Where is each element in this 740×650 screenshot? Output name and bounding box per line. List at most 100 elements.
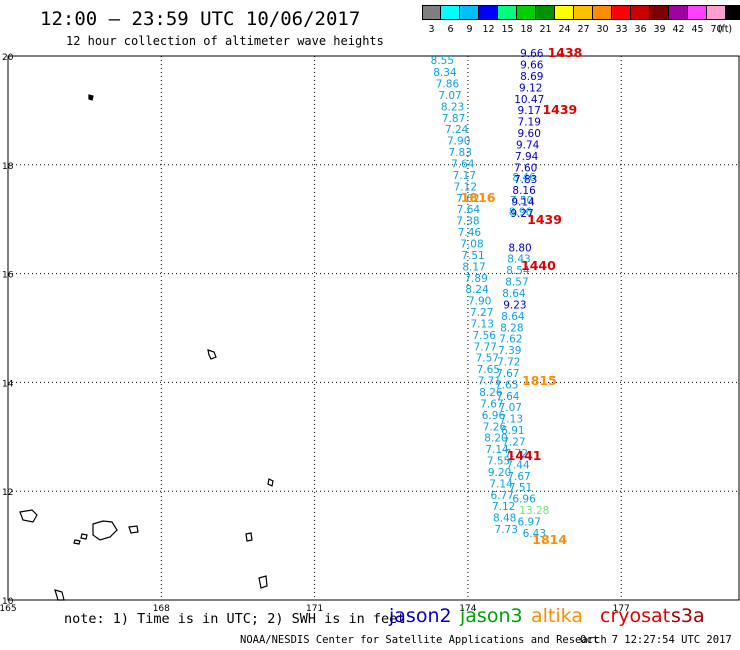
wave-height-value: 8.28 (500, 322, 523, 334)
wave-height-value: 7.13 (471, 318, 494, 330)
wave-height-value: 8.48 (493, 513, 516, 525)
pass-time-label: 1440 (521, 258, 556, 273)
wave-height-value: 8.34 (433, 67, 457, 79)
wave-height-value: 7.62 (456, 193, 479, 205)
wave-height-value: 8.64 (501, 311, 525, 323)
wave-height-value: 9.14 (511, 197, 535, 209)
wave-height-value: 9.17 (518, 105, 541, 117)
scale-swatch (707, 5, 726, 20)
wave-height-value: 7.86 (436, 79, 460, 91)
scale-label: 9 (466, 24, 473, 35)
satellite-legend-jason2: jason2 (389, 605, 452, 627)
wave-height-value: 7.60 (514, 162, 537, 174)
bottom-note: note: 1) Time is in UTC; 2) SWH is in fe… (64, 611, 406, 627)
wave-height-value: 6.97 (518, 516, 541, 528)
wave-height-value: 13.28 (519, 505, 549, 517)
wave-height-value: 6.77 (490, 490, 513, 502)
wave-height-value: 7.73 (495, 524, 518, 536)
scale-label: 12 (482, 24, 495, 35)
wave-height-value: 7.94 (515, 151, 539, 163)
pass-time-label: 1439 (542, 102, 577, 117)
wave-height-value: 7.77 (474, 341, 497, 353)
wave-height-value: 7.67 (496, 368, 519, 380)
wave-height-value: 7.67 (480, 398, 503, 410)
wave-height-value: 7.65 (477, 364, 500, 376)
wave-height-value: 8.57 (505, 277, 528, 289)
wave-height-value: 7.24 (445, 124, 469, 136)
wave-height-value: 8.43 (507, 254, 530, 266)
credit-line: NOAA/NESDIS Center for Satellite Applica… (240, 634, 607, 646)
wave-height-value: 7.39 (498, 345, 521, 357)
scale-label: 24 (558, 24, 571, 35)
scale-swatch (555, 5, 574, 20)
wave-height-value: 8.80 (508, 242, 531, 254)
island-outline (88, 94, 94, 101)
y-tick-label: 12 (2, 488, 13, 498)
scale-swatch (498, 5, 517, 20)
island-outline (207, 349, 217, 360)
island-outline (258, 575, 268, 589)
island-outline (128, 525, 139, 534)
island-outline (245, 532, 253, 542)
data-points: 8.558.347.867.078.237.877.247.907.837.64… (431, 45, 583, 547)
satellite-legend-altika: altika (531, 605, 583, 627)
island-outline (92, 520, 118, 541)
wave-height-value: 9.20 (488, 467, 511, 479)
x-tick-label: 174 (459, 604, 476, 614)
wave-height-value: 7.83 (514, 174, 537, 186)
scale-label: 6 (447, 24, 454, 35)
scale-unit: (ft) (717, 24, 733, 35)
wave-height-value: 8.55 (431, 55, 454, 67)
wave-height-value: 7.55 (487, 456, 510, 468)
wave-height-value: 7.46 (458, 227, 482, 239)
x-tick-label: 171 (306, 604, 323, 614)
wave-height-value: 7.38 (456, 216, 479, 228)
coastline (19, 94, 274, 601)
scale-label: 39 (653, 24, 666, 35)
scale-swatch (574, 5, 593, 20)
scale-swatch (517, 5, 536, 20)
scale-label: 42 (672, 24, 685, 35)
wave-height-value: 7.13 (500, 414, 523, 426)
island-outline (54, 589, 65, 601)
wave-height-value: 7.90 (468, 296, 491, 308)
wave-height-value: 6.91 (501, 425, 524, 437)
scale-label: 30 (596, 24, 609, 35)
axis-tick-labels: 165 168 171 174 177 10 12 14 16 18 20 (0, 53, 630, 614)
wave-height-value: 7.64 (496, 391, 520, 403)
wave-height-value: 7.27 (470, 307, 493, 319)
wave-height-value: 8.20 (484, 433, 507, 445)
wave-height-value: 7.64 (451, 159, 475, 171)
wave-height-value: 7.56 (473, 330, 497, 342)
y-tick-label: 18 (2, 162, 14, 172)
wave-height-value: 8.46 (512, 172, 536, 184)
wave-height-value: 9.23 (503, 299, 526, 311)
wave-height-value: 9.66 (520, 48, 544, 60)
scale-label: 70 (710, 24, 723, 35)
island-outline (73, 539, 81, 545)
scale-swatch (460, 5, 479, 20)
wave-height-value: 7.07 (499, 402, 522, 414)
scale-label: 3 (428, 24, 435, 35)
wave-height-value: 7.57 (476, 353, 499, 365)
wave-height-value: 7.72 (505, 448, 528, 460)
y-tick-label: 14 (2, 379, 14, 389)
wave-height-value: 7.44 (506, 459, 530, 471)
wave-height-value: 6.43 (523, 528, 546, 540)
wave-height-value: 9.60 (518, 128, 541, 140)
scale-swatch (536, 5, 555, 20)
scale-swatch (479, 5, 498, 20)
x-tick-label: 165 (0, 604, 17, 614)
y-tick-label: 16 (2, 271, 14, 281)
wave-height-value: 8.64 (502, 288, 526, 300)
scale-label: 21 (539, 24, 552, 35)
pass-time-label: 1439 (527, 212, 562, 227)
scale-label: 27 (577, 24, 590, 35)
wave-height-value: 8.26 (479, 387, 503, 399)
wave-height-value: 7.26 (483, 421, 507, 433)
generation-timestamp: Oct 7 12:27:54 UTC 2017 (580, 634, 732, 646)
page-title: 12:00 – 23:59 UTC 10/06/2017 (40, 8, 361, 30)
wave-height-value: 8.16 (512, 185, 536, 197)
scale-label: 33 (615, 24, 628, 35)
wave-height-value: 7.90 (447, 136, 470, 148)
